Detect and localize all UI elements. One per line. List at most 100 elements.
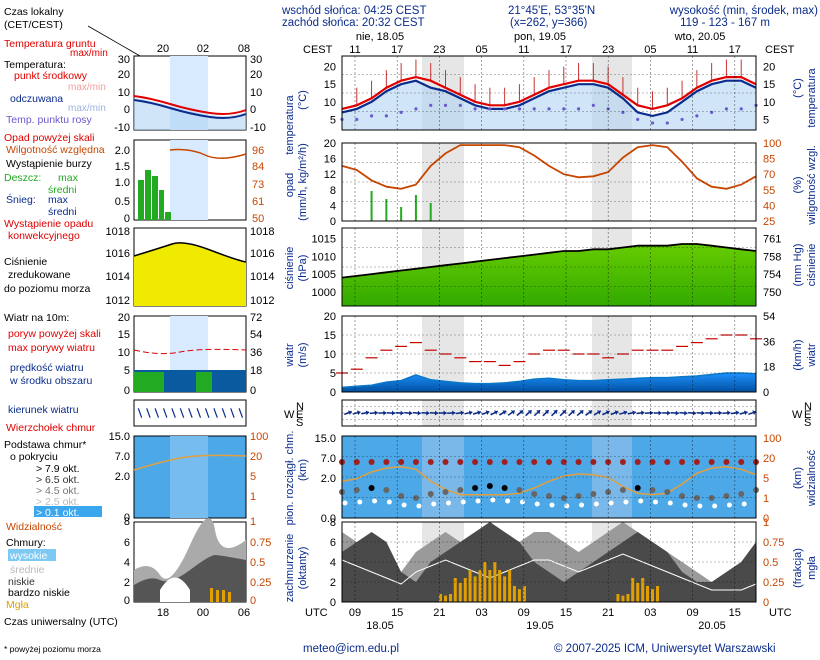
legend-wind-arrow bbox=[179, 408, 185, 418]
cloud-base-dot bbox=[723, 493, 730, 499]
legend-wind-gust-over: poryw powyżej skali bbox=[8, 328, 101, 340]
dew-point-dot bbox=[680, 117, 684, 122]
day-label-top: nie, 18.05 bbox=[356, 31, 404, 43]
compass-n-left: N bbox=[296, 401, 304, 413]
vis-tick: 1 bbox=[763, 493, 769, 505]
temp-tick-r: 5 bbox=[763, 114, 769, 126]
hour-label-bottom: 09 bbox=[349, 607, 361, 619]
hour-label-top: 17 bbox=[391, 44, 403, 56]
precip-tick: 0 bbox=[330, 216, 336, 228]
cloud-base-dot-low bbox=[386, 499, 392, 505]
cloud-base-dot-low bbox=[519, 499, 525, 505]
legend-okt65: > 6.5 okt. bbox=[36, 474, 80, 486]
fog-bar bbox=[641, 578, 645, 602]
dew-point-dot bbox=[355, 117, 359, 122]
cloud-base-dot bbox=[693, 495, 700, 501]
temp-axis-label-r: temperatura bbox=[806, 67, 818, 127]
cloud-base-dot-low bbox=[505, 498, 511, 504]
legend-hum-tick-84: 84 bbox=[252, 161, 264, 173]
hour-label-top: 11 bbox=[518, 44, 529, 56]
cloud-base-dot bbox=[353, 487, 360, 493]
day-label-bottom: 19.05 bbox=[526, 620, 554, 632]
legend-vis-tick-1: 1 bbox=[250, 491, 256, 503]
legend-temp-tick-m10: -10 bbox=[114, 122, 130, 134]
cloud-base-dot bbox=[486, 483, 493, 489]
cloud-top-dot bbox=[560, 459, 567, 465]
legend-pres-tick-1018: 1018 bbox=[106, 226, 130, 238]
fog-tick: 0 bbox=[763, 597, 769, 609]
legend-fog-tick-1: 1 bbox=[250, 516, 256, 528]
cloud-top-dot bbox=[383, 459, 390, 465]
fog-bar bbox=[651, 589, 654, 602]
hour-label-bottom: 03 bbox=[475, 607, 487, 619]
legend-wind-arrow bbox=[204, 408, 210, 418]
vis-axis-label: widzialność bbox=[806, 449, 818, 507]
precip-tick: 20 bbox=[324, 138, 336, 150]
legend-fog-tick-025: 0.25 bbox=[250, 577, 271, 589]
legend-fog: Mgła bbox=[6, 599, 29, 611]
legend-okt79: > 7.9 okt. bbox=[36, 463, 80, 475]
base-tick: 2.0 bbox=[321, 473, 336, 485]
cloud-base-dot-low bbox=[608, 500, 614, 506]
dew-point-dot bbox=[532, 107, 536, 111]
pres-tick-r: 750 bbox=[763, 287, 781, 299]
precip-panel: 20 100 16 85 12 70 8 55 4 40 0 25 bbox=[324, 138, 782, 228]
legend-temp-tick-30-r: 30 bbox=[250, 54, 262, 66]
legend-cloud-base2: o pokryciu bbox=[10, 451, 58, 463]
cest-label-right: CEST bbox=[765, 44, 795, 56]
legend-utc-title: Czas uniwersalny (UTC) bbox=[4, 616, 118, 628]
cc-tick: 6 bbox=[330, 537, 336, 549]
legend-time-tick-08: 08 bbox=[238, 43, 250, 55]
temp-tick-r: 20 bbox=[763, 62, 775, 74]
pres-tick-r: 758 bbox=[763, 251, 781, 263]
cloud-top-dot bbox=[634, 459, 641, 465]
cloud-top-dot bbox=[738, 459, 745, 465]
hum-tick: 55 bbox=[763, 185, 775, 197]
hour-label-top: 17 bbox=[729, 44, 741, 56]
temp-felt-area bbox=[342, 80, 756, 130]
rain-bar bbox=[414, 195, 417, 221]
hum-tick: 25 bbox=[763, 216, 775, 228]
temp-tick: 10 bbox=[324, 97, 336, 109]
cest-label-left: CEST bbox=[303, 44, 333, 56]
cloud-top-dot bbox=[472, 459, 479, 465]
compass-w-left: W bbox=[284, 409, 295, 421]
pressure-panel: 1015 761 1010 758 1005 754 1000 750 bbox=[312, 227, 781, 307]
fog-bar bbox=[478, 570, 482, 602]
legend-precip-tick-05: 0.5 bbox=[115, 196, 130, 208]
cloud-low-area bbox=[342, 522, 756, 602]
vis-tick: 0 bbox=[763, 513, 769, 525]
legend-wind-arrow bbox=[154, 408, 160, 418]
wind-arrow bbox=[593, 410, 602, 416]
cloud-base-dot-low bbox=[401, 502, 407, 508]
cloud-base-dot-low bbox=[667, 500, 673, 506]
legend-base-tick-15: 15.0 bbox=[109, 431, 130, 443]
legend-pressure-title: Ciśnienie bbox=[4, 256, 47, 268]
cloud-base-dot bbox=[531, 491, 538, 497]
legend-wind-tick-72: 72 bbox=[250, 312, 262, 324]
cc-tick: 0 bbox=[330, 597, 336, 609]
cloud-top-dot bbox=[368, 459, 375, 465]
dew-point-dot bbox=[503, 107, 507, 111]
temp-panel: 20 20 15 15 10 10 5 5 bbox=[324, 55, 775, 131]
legend-pres-tick-1018-r: 1018 bbox=[250, 226, 274, 238]
hour-label-bottom: 21 bbox=[602, 607, 614, 619]
day-label-top: pon, 19.05 bbox=[514, 31, 566, 43]
main-panels: CEST CEST nie, 18.05 pon, 19.05 wto, 20.05… bbox=[284, 31, 818, 632]
cloud-base-dot-low bbox=[416, 503, 422, 509]
legend-cc-tick-6: 6 bbox=[124, 537, 130, 549]
legend-cloud-low: niskie bbox=[8, 576, 35, 588]
precip-tick: 4 bbox=[330, 200, 336, 212]
cloud-base-dot bbox=[738, 491, 745, 497]
cloud-base-dot bbox=[472, 485, 479, 491]
fog-bar bbox=[631, 578, 635, 602]
wind-tick-r: 54 bbox=[763, 311, 775, 323]
legend-temp-felt: odczuwana bbox=[10, 93, 63, 105]
legend-humidity: Wilgotność względna bbox=[6, 144, 105, 156]
temp-unit-label-r: (°C) bbox=[792, 78, 804, 98]
fog-axis-label: mgła bbox=[806, 555, 818, 580]
footer-email[interactable]: meteo@icm.edu.pl bbox=[303, 643, 399, 655]
temp-tick: 5 bbox=[330, 114, 336, 126]
hum-tick: 85 bbox=[763, 154, 775, 166]
cloud-base-dot-low bbox=[490, 497, 496, 503]
